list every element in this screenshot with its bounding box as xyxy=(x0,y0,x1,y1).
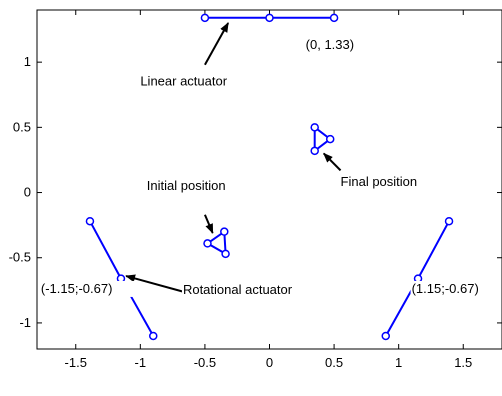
x-tick-label: -1.5 xyxy=(65,355,87,370)
x-tick-label: -0.5 xyxy=(194,355,216,370)
data-point xyxy=(329,13,339,23)
x-tick-label: 1.5 xyxy=(454,355,472,370)
annotation-background xyxy=(39,280,136,297)
annotation-arrow xyxy=(125,274,184,293)
y-tick-label: -1 xyxy=(19,315,31,330)
y-tick-label: 0.5 xyxy=(13,119,31,134)
data-point xyxy=(203,239,212,248)
y-tick-label: 0 xyxy=(24,185,31,200)
x-tick-label: 0.5 xyxy=(325,355,343,370)
annotation-label: Rotational actuator xyxy=(183,282,293,297)
data-point xyxy=(310,146,319,156)
x-tick-label: 0 xyxy=(266,355,273,370)
y-tick-label: -0.5 xyxy=(9,250,31,265)
annotation-arrows xyxy=(125,22,342,293)
annotation-arrow xyxy=(204,22,230,66)
x-tick-label: -1 xyxy=(135,355,147,370)
data-point xyxy=(149,331,158,341)
y-tick-label: 1 xyxy=(24,54,31,69)
annotation-arrow xyxy=(203,214,214,234)
data-point xyxy=(310,123,319,132)
annotation-label: (0, 1.33) xyxy=(306,37,354,52)
annotation-label: Final position xyxy=(341,174,418,189)
data-series xyxy=(85,13,454,341)
annotation-label: (1.15;-0.67) xyxy=(412,281,479,296)
annotation-label: Linear actuator xyxy=(140,74,227,89)
annotation-background xyxy=(145,177,263,194)
annotation-background xyxy=(139,73,250,90)
data-point xyxy=(221,249,230,259)
data-point xyxy=(444,216,454,226)
annotation-background xyxy=(304,37,372,54)
annotation-label: (-1.15;-0.67) xyxy=(41,281,113,296)
data-point xyxy=(325,134,335,144)
annotation-background xyxy=(339,174,443,191)
data-point xyxy=(220,227,229,236)
series-line xyxy=(205,229,227,256)
labels: -1.5 -1 -0.5 0 0.5 1 1.5 1 0.5 0 -0.5 -1 (0, 1.33) Li… xyxy=(9,37,499,370)
annotation-label: Initial position xyxy=(147,178,226,193)
annotation-background xyxy=(181,282,321,299)
x-tick-label: 1 xyxy=(395,355,402,370)
series-line xyxy=(313,125,332,153)
data-point xyxy=(85,216,95,226)
data-point xyxy=(200,13,210,23)
data-point xyxy=(381,331,390,341)
annotation-background xyxy=(410,280,499,297)
annotation-arrow xyxy=(323,152,342,172)
data-point xyxy=(265,13,274,23)
